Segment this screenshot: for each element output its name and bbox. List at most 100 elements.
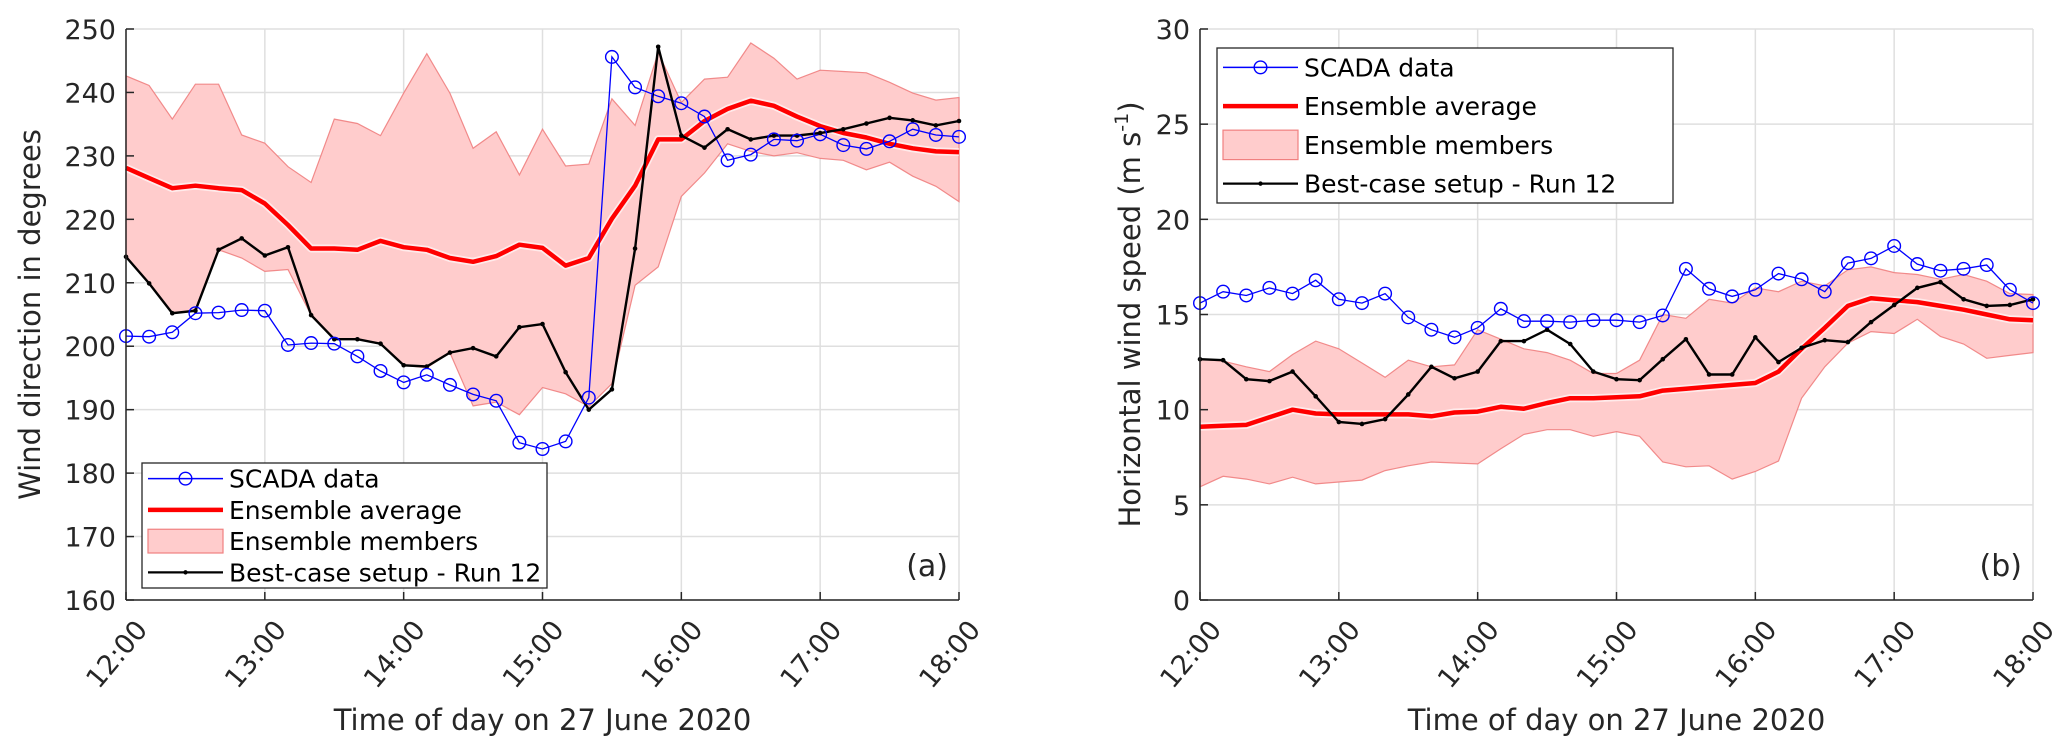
panel-b-best-case-point	[1544, 327, 1550, 333]
panel-b-scada-point	[1378, 286, 1393, 301]
panel-a-scada-point	[928, 127, 943, 142]
panel-b-x-tick-label: 12:00	[1154, 615, 1228, 695]
panel-b-best-case-point	[1452, 375, 1457, 381]
panel-b-scada-point	[2002, 282, 2017, 297]
panel-a-scada-point	[651, 89, 666, 104]
panel-b-scada-point	[1609, 313, 1624, 328]
panel-b-scada-point	[1725, 289, 1740, 304]
panel-a-legend-label: Best-case setup - Run 12	[229, 558, 541, 587]
panel-a-scada-point	[512, 435, 527, 450]
panel-a-scada-point	[558, 434, 573, 449]
panel-a-best-case-point	[193, 308, 198, 313]
panel-a-best-case-point	[424, 364, 430, 369]
panel-a-x-axis-title: Time of day on 27 June 2020	[333, 703, 752, 737]
panel-a-scada-point	[581, 390, 596, 405]
panel-a-best-case-point	[169, 310, 175, 316]
panel-a-scada-point	[628, 80, 643, 95]
panel-b-ensemble-average-line	[1199, 296, 2034, 430]
panel-a-scada-point	[165, 325, 180, 340]
panel-b-scada-point	[1331, 292, 1346, 307]
panel-a-x-tick-label: 13:00	[219, 615, 293, 695]
panel-a-scada-point	[952, 129, 967, 144]
panel-b-best-case-point	[1845, 339, 1851, 345]
panel-b-label: (b)	[1980, 549, 2022, 584]
panel-b-scada-point	[1470, 320, 1485, 335]
panel-a-label: (a)	[906, 549, 948, 584]
panel-b-scada-point	[1540, 314, 1555, 329]
panel-b-scada-point	[1447, 330, 1462, 345]
panel-a-scada-point	[859, 141, 874, 156]
panel-b-legend-item: SCADA data	[1223, 53, 1455, 82]
panel-a-axes	[125, 28, 960, 601]
panel-b-scada-point	[1678, 261, 1693, 276]
panel-b-scada-point	[1216, 284, 1231, 299]
panel-a-legend-box	[141, 462, 548, 589]
panel-a-scada-point	[489, 393, 504, 408]
panel-b-legend-label: Ensemble members	[1304, 131, 1553, 160]
panel-a-best-case-point	[540, 321, 545, 327]
panel-b-best-case-point	[1776, 359, 1781, 365]
panel-a-scada-point	[674, 96, 689, 111]
panel-a-best-case-point	[378, 341, 383, 346]
panel-a-scada-point	[535, 442, 550, 457]
panel-a-best-case-point	[702, 145, 707, 150]
panel-a-scada-point	[836, 138, 851, 153]
panel-a-legend-item: SCADA data	[148, 465, 380, 494]
panel-a-best-case-point	[887, 115, 892, 121]
panel-b-scada-point	[1748, 282, 1763, 297]
panel-b-best-case-point	[1729, 372, 1735, 377]
panel-b-scada-point	[1910, 257, 1925, 272]
panel-b-y-tick-label: 20	[1156, 205, 1190, 236]
panel-b-best-case-point	[1591, 369, 1596, 374]
panel-b-best-case-point	[1938, 279, 1943, 285]
panel-b-x-tick-label: 14:00	[1432, 615, 1506, 695]
panel-a-best-case-point	[285, 244, 291, 250]
panel-b-x-tick-label: 13:00	[1293, 615, 1367, 695]
panel-a-best-case-point	[748, 137, 754, 142]
panel-b-best-case-point	[2030, 296, 2036, 302]
panel-b-best-case-point	[1498, 338, 1504, 344]
panel-b-legend-item: Ensemble members	[1222, 129, 1553, 161]
panel-b-best-case-point	[1891, 302, 1897, 308]
panel-a-best-case-point	[493, 354, 499, 359]
panel-a-scada-point	[882, 134, 897, 149]
panel-b-x-tick-label: 18:00	[1987, 615, 2061, 695]
legend-swatch-best-case-marker	[183, 570, 188, 575]
panel-a-y-tick-label: 170	[64, 523, 116, 554]
panel-b-legend-label: SCADA data	[1304, 53, 1455, 82]
panel-a-scada-point	[604, 49, 619, 64]
panel-a-scada-point	[419, 367, 434, 382]
panel-a-best-case-point	[609, 387, 615, 392]
panel-a-best-case-point	[563, 369, 568, 375]
panel-b-y-tick-label: 0	[1173, 586, 1190, 617]
panel-a-best-case-point	[216, 247, 221, 253]
panel-b-scada-point	[1979, 258, 1994, 273]
panel-a-x-tick-label: 14:00	[358, 615, 432, 695]
panel-b-scada-point	[1864, 251, 1879, 266]
panel-a-best-case-point	[517, 324, 522, 330]
panel-a-best-case-point	[956, 118, 962, 124]
panel-a-scada-point	[257, 303, 272, 318]
panel-a-x-tick-label: 17:00	[774, 615, 848, 695]
panel-a-x-tick-label: 18:00	[913, 615, 987, 695]
panel-a-best-case-point	[239, 236, 244, 241]
panel-a-scada-point	[813, 127, 828, 142]
panel-a-y-axis-title-main: Wind direction in degrees	[13, 129, 47, 500]
panel-b-scada-point	[1817, 284, 1832, 299]
panel-b-band-layer	[1199, 266, 2034, 488]
panel-b-scada-point	[1354, 296, 1369, 311]
panel-b-x-tick-label: 16:00	[1710, 615, 1784, 695]
panel-a-x-tick-label: 15:00	[497, 615, 571, 695]
panel-b-best-case-point	[1915, 285, 1920, 291]
panel-a-y-tick-label: 160	[64, 586, 116, 617]
panel-b-scada-point	[1424, 322, 1439, 337]
panel-a-scada-point	[280, 337, 295, 352]
panel-a-ensemble-average-line	[125, 98, 960, 268]
panel-b-x-tick-label: 15:00	[1571, 615, 1645, 695]
panel-b-y-tick-labels: 0 5 10 15 20 25 30	[1156, 15, 1190, 617]
panel-a-y-tick-label: 230	[64, 142, 116, 173]
panel-b-best-case-point	[1614, 376, 1619, 382]
panel-a-best-case-point	[725, 126, 730, 132]
panel-b-x-tick-labels: 12:00 13:00 14:00 15:00 16:00 17:00 18:00	[1154, 615, 2061, 695]
